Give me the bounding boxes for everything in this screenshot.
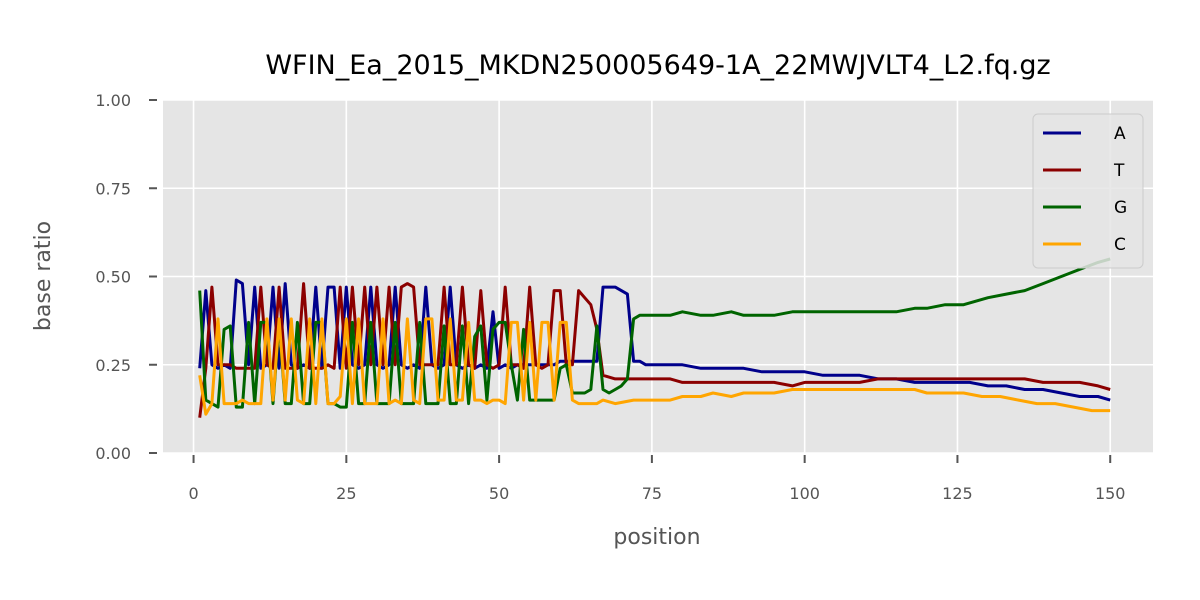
x-tick-label: 25 [336, 484, 356, 503]
legend-box [1032, 113, 1144, 269]
axis-ticks: 0 25 50 75 100 125 150 0.00 0.25 0.50 0.75 1.00 [95, 91, 1125, 503]
x-tick-label: 100 [789, 484, 820, 503]
x-axis-label: position [613, 525, 700, 550]
series-line-C [198, 317, 1111, 416]
y-tick-label: 0.75 [95, 179, 131, 198]
legend-label-C: C [1114, 235, 1126, 255]
legend-label-A: A [1114, 124, 1126, 144]
x-tick-label: 150 [1095, 484, 1126, 503]
x-tick-label: 50 [489, 484, 509, 503]
legend-label-G: G [1114, 198, 1127, 218]
y-tick-label: 0.50 [95, 268, 131, 287]
series-line-T [198, 282, 1111, 418]
y-tick-label: 1.00 [95, 91, 131, 110]
y-axis-label: base ratio [31, 221, 56, 331]
x-tick-label: 125 [942, 484, 973, 503]
y-tick-label: 0.00 [95, 444, 131, 463]
y-tick-label: 0.25 [95, 356, 131, 375]
chart-title: WFIN_Ea_2015_MKDN250005649-1A_22MWJVLT4_… [265, 50, 1050, 81]
series-layer [198, 257, 1111, 418]
legend-label-T: T [1113, 161, 1125, 181]
x-tick-label: 75 [642, 484, 662, 503]
x-tick-label: 0 [188, 484, 198, 503]
